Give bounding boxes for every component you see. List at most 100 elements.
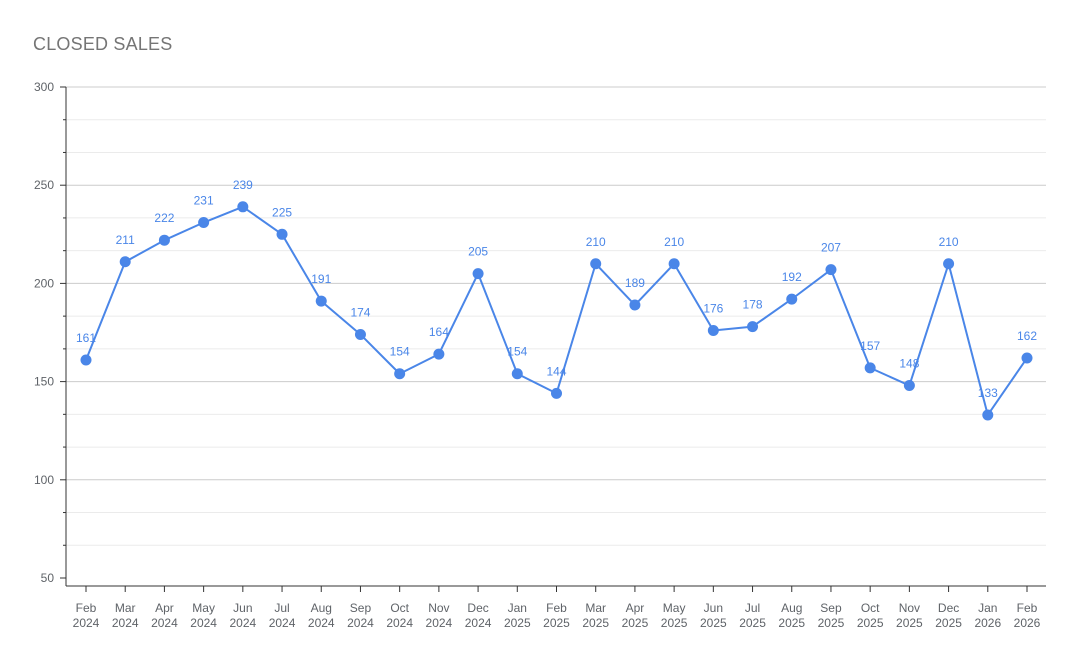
x-tick-label-year: 2025 [857,616,884,630]
grid-lines [66,86,1046,546]
data-point [394,368,406,380]
series-line-group [80,201,1033,421]
data-point [943,258,955,270]
x-tick-label-year: 2025 [582,616,609,630]
x-tick-label-month: Dec [938,601,959,615]
x-tick-label-month: Jul [274,601,289,615]
data-point [982,409,994,421]
data-point [80,354,92,366]
data-label: 157 [860,339,880,353]
x-tick-label-year: 2025 [739,616,766,630]
x-tick-label-year: 2025 [661,616,688,630]
x-tick-label-month: Feb [546,601,567,615]
x-tick-label-year: 2024 [308,616,335,630]
data-label: 207 [821,241,841,255]
data-label: 133 [978,386,998,400]
x-tick-label-month: Jul [745,601,760,615]
data-label: 162 [1017,329,1037,343]
data-label: 239 [233,178,253,192]
x-tick-label-year: 2024 [347,616,374,630]
x-tick-label-month: Feb [76,601,97,615]
x-tick-label-month: Sep [820,601,842,615]
data-point [237,201,249,213]
series-line [85,205,1028,416]
x-tick-label-year: 2024 [269,616,296,630]
data-label: 211 [116,233,135,247]
data-point [158,234,170,246]
y-tick-label: 250 [34,178,54,192]
y-tick-label: 50 [41,571,55,585]
x-tick-label-year: 2024 [426,616,453,630]
data-label: 192 [782,270,802,284]
x-tick-label-month: Mar [585,601,606,615]
x-tick-label-month: Aug [311,601,332,615]
data-point [629,299,641,311]
data-point [472,268,484,280]
x-tick-label-month: Feb [1017,601,1038,615]
y-tick-label: 150 [34,375,54,389]
data-point [707,325,719,337]
x-tick-label-year: 2024 [386,616,413,630]
data-label: 191 [311,272,331,286]
x-tick-label-month: Jun [704,601,723,615]
x-tick-label-month: Apr [155,601,174,615]
y-tick-label: 200 [34,276,54,290]
x-tick-label-year: 2025 [818,616,845,630]
x-tick-label-month: Sep [350,601,372,615]
x-tick-label-year: 2025 [778,616,805,630]
data-label: 164 [429,325,449,339]
x-tick-label-year: 2024 [229,616,256,630]
data-label: 178 [743,298,763,312]
x-tick-label-month: May [663,601,686,615]
x-tick-label-year: 2024 [151,616,178,630]
data-label: 189 [625,276,645,290]
chart-title: CLOSED SALES [33,34,173,54]
data-point [864,362,876,374]
data-label: 174 [350,305,370,319]
x-tick-label-year: 2026 [974,616,1001,630]
x-tick-label-month: Aug [781,601,802,615]
data-label: 148 [899,357,919,371]
data-point [315,295,327,307]
data-point [1021,352,1033,364]
y-tick-label: 300 [34,80,54,94]
x-tick-label-month: Oct [861,601,880,615]
x-tick-label-year: 2024 [465,616,492,630]
data-label: 210 [664,235,684,249]
x-tick-label-year: 2025 [935,616,962,630]
axes: 50100150200250300Feb2024Mar2024Apr2024Ma… [34,80,1046,630]
x-tick-label-month: Mar [115,601,136,615]
x-tick-label-month: Oct [390,601,409,615]
data-point [903,380,915,392]
y-tick-label: 100 [34,473,54,487]
x-tick-label-month: Jun [233,601,252,615]
x-tick-label-year: 2025 [504,616,531,630]
x-tick-label-month: Dec [467,601,488,615]
data-point [354,328,366,340]
x-tick-label-year: 2024 [190,616,217,630]
data-label: 210 [586,235,606,249]
data-point [276,228,288,240]
x-tick-label-month: Nov [899,601,920,615]
data-label: 231 [194,194,214,208]
data-label: 222 [154,211,174,225]
data-labels: 161 211 222 231 239 225 191 174 154 164 205 154 144 2… [76,178,1037,400]
data-point [668,258,680,270]
data-label: 154 [507,345,527,359]
data-point [119,256,131,268]
data-point [551,387,562,399]
x-tick-label-year: 2025 [896,616,923,630]
data-label: 176 [703,302,723,316]
data-label: 161 [76,331,96,345]
x-tick-label-year: 2024 [73,616,100,630]
data-point [825,264,837,276]
data-label: 144 [546,364,566,378]
data-label: 210 [939,235,959,249]
x-tick-label-month: May [192,601,215,615]
x-tick-label-month: Jan [508,601,527,615]
data-point [590,258,602,270]
x-tick-label-month: Nov [428,601,449,615]
data-label: 225 [272,205,292,219]
data-point [198,217,210,229]
